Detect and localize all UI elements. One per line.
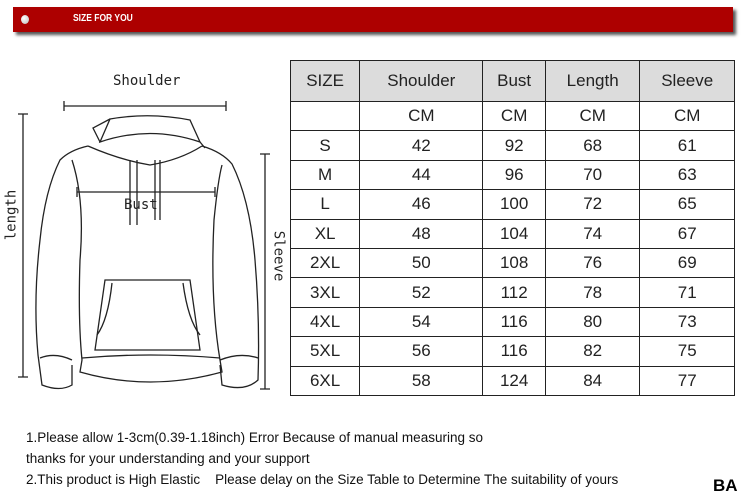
- banner-title: SIZE FOR YOU: [73, 13, 133, 24]
- brand-mark: BA: [713, 476, 738, 495]
- table-cell: 82: [544, 336, 641, 367]
- sleeve-measure-line: [260, 153, 270, 390]
- table-cell: 72: [544, 189, 641, 220]
- table-row: 2XL 50 108 76 69: [289, 247, 735, 279]
- table-cell: 100: [482, 189, 546, 220]
- table-cell: 65: [639, 189, 735, 220]
- header-length: Length: [544, 60, 641, 102]
- table-cell: 63: [639, 159, 735, 191]
- table-cell: 104: [482, 218, 546, 249]
- table-cell: 77: [639, 365, 735, 396]
- table-row: 5XL 56 116 82 75: [289, 336, 735, 367]
- table-cell: 44: [359, 159, 484, 191]
- size-table: SIZE Shoulder Bust Length Sleeve CM CM C…: [289, 60, 735, 396]
- table-cell: 80: [544, 306, 641, 338]
- hoodie-outline: [35, 115, 260, 390]
- table-row: M 44 96 70 63: [289, 159, 735, 191]
- length-label: length: [3, 189, 20, 241]
- table-cell: 42: [359, 130, 484, 161]
- bust-measure-line: [76, 187, 216, 197]
- table-row: 6XL 58 124 84 77: [289, 365, 735, 396]
- table-row: L 46 100 72 65: [289, 189, 735, 220]
- table-cell: 71: [639, 277, 735, 308]
- table-cell: 116: [482, 336, 546, 367]
- unit-cell: CM: [544, 100, 641, 132]
- hoodie-diagram: [18, 101, 270, 390]
- table-cell: 116: [482, 306, 546, 338]
- header-sleeve: Sleeve: [639, 60, 735, 102]
- table-cell: 6XL: [289, 365, 361, 396]
- table-cell: 75: [639, 336, 735, 367]
- note-line-2: thanks for your understanding and your s…: [26, 451, 310, 466]
- table-cell: 70: [544, 159, 641, 191]
- table-cell: 124: [482, 365, 546, 396]
- note-line-1: 1.Please allow 1-3cm(0.39-1.18inch) Erro…: [26, 430, 483, 445]
- table-header-row: SIZE Shoulder Bust Length Sleeve: [289, 60, 735, 102]
- note-line-3: 2.This product is High Elastic Please de…: [26, 472, 619, 487]
- shoulder-label: Shoulder: [113, 73, 181, 89]
- bust-label: Bust: [124, 197, 158, 213]
- unit-cell: CM: [639, 100, 735, 132]
- table-cell: 48: [359, 218, 484, 249]
- table-cell: S: [289, 130, 361, 161]
- table-cell: 112: [482, 277, 546, 308]
- table-cell: 3XL: [289, 277, 361, 308]
- table-cell: 46: [359, 189, 484, 220]
- table-cell: 74: [544, 218, 641, 249]
- table-cell: 73: [639, 306, 735, 338]
- table-cell: 78: [544, 277, 641, 308]
- table-cell: L: [289, 189, 361, 220]
- unit-cell: CM: [359, 100, 484, 132]
- header-size: SIZE: [289, 60, 361, 102]
- table-cell: 67: [639, 218, 735, 249]
- table-cell: 5XL: [289, 336, 361, 367]
- table-cell: 4XL: [289, 306, 361, 338]
- table-cell: 92: [482, 130, 546, 161]
- table-cell: 52: [359, 277, 484, 308]
- table-row: S 42 92 68 61: [289, 130, 735, 161]
- table-cell: 76: [544, 247, 641, 279]
- unit-cell: [289, 100, 361, 132]
- table-cell: 69: [639, 247, 735, 279]
- header-bust: Bust: [482, 60, 546, 102]
- table-cell: 56: [359, 336, 484, 367]
- sleeve-label: Sleeve: [270, 230, 287, 282]
- table-cell: 54: [359, 306, 484, 338]
- table-cell: 68: [544, 130, 641, 161]
- table-cell: M: [289, 159, 361, 191]
- table-row: 4XL 54 116 80 73: [289, 306, 735, 338]
- bullet-icon: [21, 15, 29, 24]
- shoulder-measure-line: [63, 101, 227, 111]
- table-cell: 108: [482, 247, 546, 279]
- title-banner: SIZE FOR YOU: [13, 7, 733, 32]
- table-cell: 84: [544, 365, 641, 396]
- unit-cell: CM: [482, 100, 546, 132]
- units-row: CM CM CM CM: [289, 100, 735, 132]
- table-cell: 50: [359, 247, 484, 279]
- table-row: 3XL 52 112 78 71: [289, 277, 735, 308]
- table-cell: XL: [289, 218, 361, 249]
- table-cell: 2XL: [289, 247, 361, 279]
- table-cell: 58: [359, 365, 484, 396]
- table-row: XL 48 104 74 67: [289, 218, 735, 249]
- table-cell: 61: [639, 130, 735, 161]
- header-shoulder: Shoulder: [359, 60, 484, 102]
- table-cell: 96: [482, 159, 546, 191]
- length-measure-line: [18, 113, 28, 378]
